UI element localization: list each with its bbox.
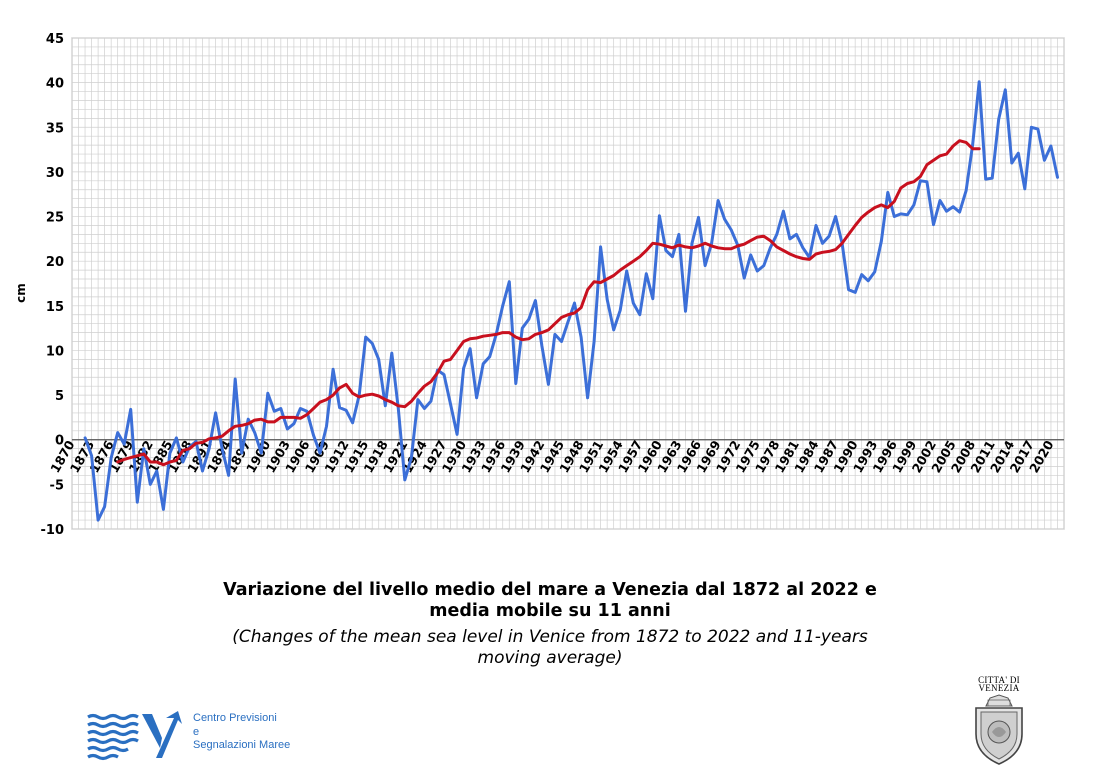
venezia-line-1: CITTA' DI bbox=[978, 675, 1020, 685]
y-tick-label: -10 bbox=[41, 523, 65, 538]
y-axis-label: cm bbox=[14, 283, 28, 303]
y-tick-label: -5 bbox=[50, 478, 64, 493]
cpsm-logo-text: Centro Previsioni e Segnalazioni Maree bbox=[193, 712, 323, 753]
chart-grid bbox=[71, 37, 1065, 530]
y-tick-label: 40 bbox=[46, 77, 64, 92]
cpsm-logo: Centro Previsioni e Segnalazioni Maree bbox=[86, 708, 316, 768]
moving-average-series-line bbox=[116, 139, 981, 467]
chart-title-line-2: media mobile su 11 anni bbox=[429, 601, 671, 621]
y-tick-label: 20 bbox=[46, 255, 64, 270]
y-tick-label: 35 bbox=[46, 121, 64, 136]
chart-title-line-1: Variazione del livello medio del mare a … bbox=[223, 580, 877, 600]
chart-series bbox=[83, 80, 1059, 522]
cpsm-line-1: Centro Previsioni bbox=[193, 712, 277, 724]
chart-subtitle-line-2: moving average) bbox=[477, 648, 623, 668]
y-tick-label: 15 bbox=[46, 300, 64, 315]
chart-subtitle-line-1: (Changes of the mean sea level in Venice… bbox=[232, 627, 868, 647]
y-tick-label: 25 bbox=[46, 211, 64, 226]
venezia-logo-text: CITTA' DI VENEZIA bbox=[968, 675, 1030, 693]
y-tick-label: 5 bbox=[55, 389, 64, 404]
sea-level-chart: 454035302520151050-5-1018701873187618791… bbox=[14, 32, 1065, 538]
y-tick-label: 45 bbox=[46, 32, 64, 47]
cpsm-wave-icon bbox=[87, 711, 182, 761]
y-tick-label: 10 bbox=[46, 344, 64, 359]
chart-title: Variazione del livello medio del mare a … bbox=[150, 580, 950, 622]
cpsm-line-2: e bbox=[193, 725, 200, 738]
y-tick-label: 0 bbox=[55, 434, 64, 449]
venezia-crest-icon bbox=[975, 694, 1023, 765]
venezia-line-2: VENEZIA bbox=[978, 683, 1020, 693]
chart-subtitle: (Changes of the mean sea level in Venice… bbox=[150, 627, 950, 669]
citta-di-venezia-logo: CITTA' DI VENEZIA bbox=[968, 676, 1030, 768]
y-tick-label: 30 bbox=[46, 166, 64, 181]
cpsm-line-3: Segnalazioni Maree bbox=[193, 739, 291, 751]
